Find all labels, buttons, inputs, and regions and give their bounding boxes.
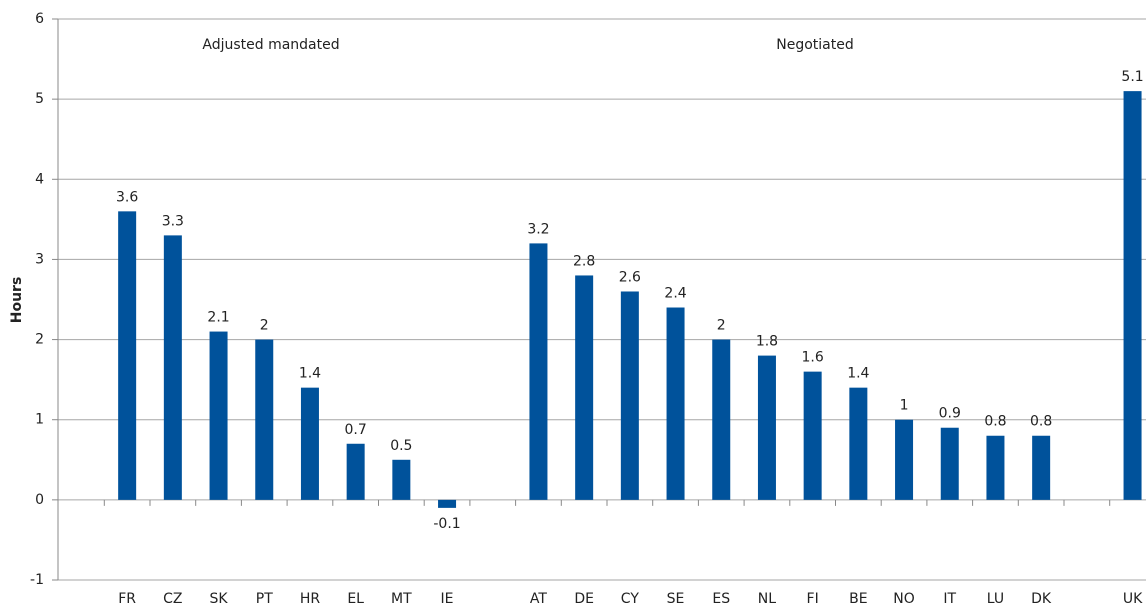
x-tick-label: IT	[943, 591, 956, 607]
bar	[1123, 91, 1142, 500]
bar	[940, 427, 959, 500]
value-label: 3.2	[527, 221, 549, 237]
x-tick-label: LU	[987, 591, 1004, 607]
y-tick-label: 3	[35, 251, 44, 267]
bar	[209, 331, 228, 500]
bar	[118, 211, 137, 500]
value-label: 0.8	[1030, 414, 1052, 430]
value-label: 2	[260, 318, 269, 334]
x-tick-label: DE	[574, 591, 594, 607]
value-label: 2.1	[207, 310, 229, 326]
bar	[1032, 435, 1051, 500]
bar	[300, 387, 319, 500]
bar	[895, 419, 914, 500]
bar	[666, 307, 685, 500]
x-tick-label: CY	[621, 591, 640, 607]
x-tick-label: CZ	[163, 591, 182, 607]
x-tick-label: EL	[347, 591, 364, 607]
y-tick-label: 2	[35, 332, 44, 348]
group-label: Negotiated	[776, 37, 854, 53]
x-tick-label: SE	[667, 591, 685, 607]
y-tick-label: 6	[35, 11, 44, 27]
x-tick-label: PT	[256, 591, 273, 607]
y-tick-label: 1	[35, 412, 44, 428]
x-tick-label: SK	[210, 591, 229, 607]
value-label: 1	[900, 398, 909, 414]
bar	[757, 355, 776, 500]
bar	[849, 387, 868, 500]
value-label: 1.6	[802, 350, 824, 366]
group-label: Adjusted mandated	[202, 37, 339, 53]
value-label: 1.4	[847, 366, 869, 382]
value-label: 1.8	[756, 334, 778, 350]
value-label: 3.6	[116, 189, 138, 205]
x-tick-label: NL	[758, 591, 776, 607]
bar	[575, 275, 594, 500]
y-tick-label: 4	[35, 171, 44, 187]
x-tick-label: IE	[441, 591, 454, 607]
value-label: 5.1	[1121, 69, 1143, 85]
bar	[163, 235, 182, 500]
y-tick-label: 5	[35, 91, 44, 107]
x-tick-label: UK	[1123, 591, 1143, 607]
bar	[438, 499, 457, 508]
x-tick-label: MT	[391, 591, 412, 607]
bar	[346, 443, 365, 500]
value-label: 2.4	[664, 286, 686, 302]
value-label: 0.5	[390, 438, 412, 454]
x-tick-label: FI	[807, 591, 819, 607]
value-label: 0.7	[345, 422, 367, 438]
x-tick-label: DK	[1031, 591, 1052, 607]
bar	[529, 243, 548, 500]
bar	[712, 339, 731, 500]
y-axis-label: Hours	[9, 277, 25, 324]
value-label: 1.4	[299, 366, 321, 382]
bar	[255, 339, 274, 500]
bar	[392, 459, 411, 500]
x-tick-label: ES	[712, 591, 730, 607]
value-label: 0.8	[984, 414, 1006, 430]
x-tick-label: HR	[300, 591, 321, 607]
y-tick-label: -1	[30, 572, 44, 588]
bar	[986, 435, 1005, 500]
x-tick-label: FR	[118, 591, 136, 607]
bar	[620, 291, 639, 500]
x-tick-label: BE	[849, 591, 867, 607]
x-tick-label: NO	[893, 591, 915, 607]
value-label: 2.8	[573, 253, 595, 269]
y-tick-label: 0	[35, 492, 44, 508]
value-label: 2.6	[619, 269, 641, 285]
x-tick-label: AT	[530, 591, 547, 607]
bar	[803, 371, 822, 500]
value-label: 0.9	[939, 406, 961, 422]
value-label: 3.3	[162, 213, 184, 229]
value-label: 2	[717, 318, 726, 334]
value-label: -0.1	[433, 516, 460, 532]
